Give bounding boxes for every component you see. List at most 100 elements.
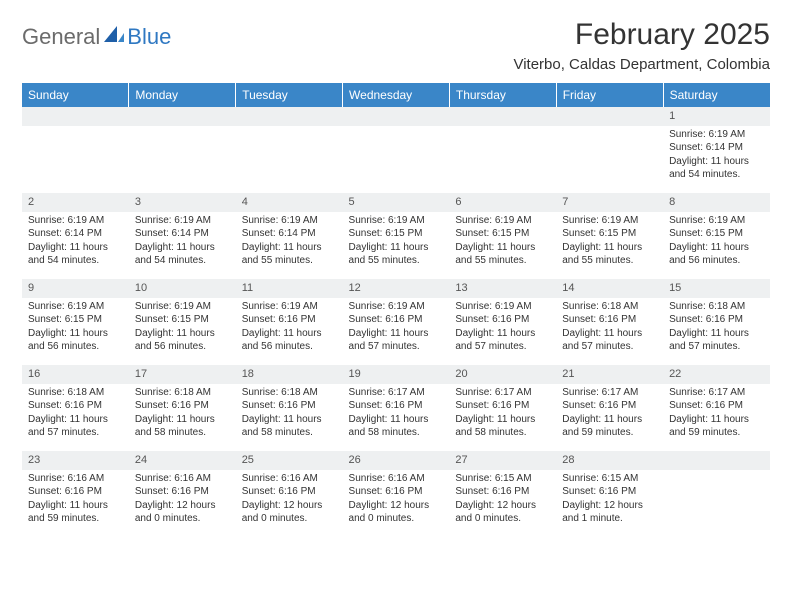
- day-data: Sunrise: 6:19 AMSunset: 6:14 PMDaylight:…: [663, 126, 770, 186]
- calendar-cell: 6Sunrise: 6:19 AMSunset: 6:15 PMDaylight…: [449, 193, 556, 279]
- day-number-band: [129, 107, 236, 126]
- day-data: Sunrise: 6:15 AMSunset: 6:16 PMDaylight:…: [449, 470, 556, 530]
- logo: General Blue: [22, 18, 171, 50]
- daylight-line: Daylight: 11 hours and 57 minutes.: [28, 413, 123, 440]
- day-header: Wednesday: [343, 83, 450, 107]
- calendar-cell: 14Sunrise: 6:18 AMSunset: 6:16 PMDayligh…: [556, 279, 663, 365]
- day-data: Sunrise: 6:17 AMSunset: 6:16 PMDaylight:…: [556, 384, 663, 444]
- day-number-band: [236, 107, 343, 126]
- day-header: Monday: [129, 83, 236, 107]
- sunset-line: Sunset: 6:16 PM: [562, 313, 657, 327]
- daylight-line: Daylight: 11 hours and 55 minutes.: [349, 241, 444, 268]
- sunset-line: Sunset: 6:16 PM: [242, 399, 337, 413]
- day-header: Friday: [556, 83, 663, 107]
- day-data: Sunrise: 6:17 AMSunset: 6:16 PMDaylight:…: [343, 384, 450, 444]
- day-data: Sunrise: 6:19 AMSunset: 6:14 PMDaylight:…: [129, 212, 236, 272]
- daylight-line: Daylight: 11 hours and 58 minutes.: [242, 413, 337, 440]
- day-header: Saturday: [663, 83, 770, 107]
- calendar-head: SundayMondayTuesdayWednesdayThursdayFrid…: [22, 83, 770, 107]
- sunrise-line: Sunrise: 6:19 AM: [242, 300, 337, 314]
- day-data: Sunrise: 6:16 AMSunset: 6:16 PMDaylight:…: [22, 470, 129, 530]
- day-number-band: 9: [22, 279, 129, 298]
- calendar-cell: [343, 107, 450, 193]
- calendar-cell: 3Sunrise: 6:19 AMSunset: 6:14 PMDaylight…: [129, 193, 236, 279]
- daylight-line: Daylight: 11 hours and 56 minutes.: [28, 327, 123, 354]
- day-number-band: [663, 451, 770, 470]
- calendar-cell: 1Sunrise: 6:19 AMSunset: 6:14 PMDaylight…: [663, 107, 770, 193]
- calendar-cell: 22Sunrise: 6:17 AMSunset: 6:16 PMDayligh…: [663, 365, 770, 451]
- sunrise-line: Sunrise: 6:19 AM: [28, 214, 123, 228]
- day-data: Sunrise: 6:15 AMSunset: 6:16 PMDaylight:…: [556, 470, 663, 530]
- calendar-row: 9Sunrise: 6:19 AMSunset: 6:15 PMDaylight…: [22, 279, 770, 365]
- daylight-line: Daylight: 12 hours and 0 minutes.: [349, 499, 444, 526]
- day-data: Sunrise: 6:19 AMSunset: 6:14 PMDaylight:…: [22, 212, 129, 272]
- daylight-line: Daylight: 11 hours and 57 minutes.: [455, 327, 550, 354]
- calendar-row: 2Sunrise: 6:19 AMSunset: 6:14 PMDaylight…: [22, 193, 770, 279]
- day-number-band: [556, 107, 663, 126]
- day-number-band: [449, 107, 556, 126]
- day-number-band: 3: [129, 193, 236, 212]
- calendar-cell: 25Sunrise: 6:16 AMSunset: 6:16 PMDayligh…: [236, 451, 343, 537]
- calendar-cell: 26Sunrise: 6:16 AMSunset: 6:16 PMDayligh…: [343, 451, 450, 537]
- calendar-cell: 28Sunrise: 6:15 AMSunset: 6:16 PMDayligh…: [556, 451, 663, 537]
- daylight-line: Daylight: 12 hours and 0 minutes.: [242, 499, 337, 526]
- day-data: Sunrise: 6:19 AMSunset: 6:16 PMDaylight:…: [236, 298, 343, 358]
- daylight-line: Daylight: 11 hours and 56 minutes.: [242, 327, 337, 354]
- calendar-cell: 2Sunrise: 6:19 AMSunset: 6:14 PMDaylight…: [22, 193, 129, 279]
- daylight-line: Daylight: 11 hours and 55 minutes.: [562, 241, 657, 268]
- daylight-line: Daylight: 11 hours and 55 minutes.: [455, 241, 550, 268]
- daylight-line: Daylight: 11 hours and 58 minutes.: [455, 413, 550, 440]
- day-number-band: 15: [663, 279, 770, 298]
- calendar-cell: 18Sunrise: 6:18 AMSunset: 6:16 PMDayligh…: [236, 365, 343, 451]
- day-header: Thursday: [449, 83, 556, 107]
- sunrise-line: Sunrise: 6:19 AM: [349, 214, 444, 228]
- day-data: Sunrise: 6:17 AMSunset: 6:16 PMDaylight:…: [449, 384, 556, 444]
- calendar-body: 1Sunrise: 6:19 AMSunset: 6:14 PMDaylight…: [22, 107, 770, 537]
- sunrise-line: Sunrise: 6:18 AM: [562, 300, 657, 314]
- sunrise-line: Sunrise: 6:19 AM: [242, 214, 337, 228]
- sunrise-line: Sunrise: 6:19 AM: [669, 128, 764, 142]
- daylight-line: Daylight: 11 hours and 56 minutes.: [135, 327, 230, 354]
- sunrise-line: Sunrise: 6:16 AM: [135, 472, 230, 486]
- day-number-band: 10: [129, 279, 236, 298]
- day-number-band: 12: [343, 279, 450, 298]
- day-number-band: 7: [556, 193, 663, 212]
- day-number-band: 6: [449, 193, 556, 212]
- day-data: Sunrise: 6:16 AMSunset: 6:16 PMDaylight:…: [236, 470, 343, 530]
- day-data: Sunrise: 6:18 AMSunset: 6:16 PMDaylight:…: [556, 298, 663, 358]
- sunset-line: Sunset: 6:16 PM: [455, 399, 550, 413]
- sunrise-line: Sunrise: 6:19 AM: [455, 214, 550, 228]
- sunrise-line: Sunrise: 6:17 AM: [455, 386, 550, 400]
- day-number-band: 13: [449, 279, 556, 298]
- daylight-line: Daylight: 11 hours and 56 minutes.: [669, 241, 764, 268]
- daylight-line: Daylight: 11 hours and 57 minutes.: [349, 327, 444, 354]
- day-header-row: SundayMondayTuesdayWednesdayThursdayFrid…: [22, 83, 770, 107]
- sunset-line: Sunset: 6:16 PM: [455, 485, 550, 499]
- sunset-line: Sunset: 6:16 PM: [349, 313, 444, 327]
- day-data: Sunrise: 6:19 AMSunset: 6:14 PMDaylight:…: [236, 212, 343, 272]
- calendar-row: 16Sunrise: 6:18 AMSunset: 6:16 PMDayligh…: [22, 365, 770, 451]
- day-number-band: 4: [236, 193, 343, 212]
- daylight-line: Daylight: 11 hours and 59 minutes.: [562, 413, 657, 440]
- month-title: February 2025: [513, 18, 770, 52]
- day-number-band: 22: [663, 365, 770, 384]
- title-block: February 2025 Viterbo, Caldas Department…: [513, 18, 770, 73]
- sunrise-line: Sunrise: 6:19 AM: [669, 214, 764, 228]
- day-data: Sunrise: 6:19 AMSunset: 6:15 PMDaylight:…: [22, 298, 129, 358]
- calendar-cell: 5 Sunrise: 6:19 AMSunset: 6:15 PMDaylight…: [343, 193, 450, 279]
- calendar-cell: [129, 107, 236, 193]
- day-data: Sunrise: 6:18 AMSunset: 6:16 PMDaylight:…: [22, 384, 129, 444]
- calendar-cell: 11Sunrise: 6:19 AMSunset: 6:16 PMDayligh…: [236, 279, 343, 365]
- day-header: Sunday: [22, 83, 129, 107]
- calendar-table: SundayMondayTuesdayWednesdayThursdayFrid…: [22, 83, 770, 537]
- sunset-line: Sunset: 6:16 PM: [135, 399, 230, 413]
- day-data: Sunrise: 6:18 AMSunset: 6:16 PMDaylight:…: [129, 384, 236, 444]
- sunrise-line: Sunrise: 6:19 AM: [135, 214, 230, 228]
- sunset-line: Sunset: 6:16 PM: [135, 485, 230, 499]
- day-header: Tuesday: [236, 83, 343, 107]
- daylight-line: Daylight: 12 hours and 1 minute.: [562, 499, 657, 526]
- sunset-line: Sunset: 6:15 PM: [349, 227, 444, 241]
- daylight-line: Daylight: 11 hours and 54 minutes.: [135, 241, 230, 268]
- day-number-band: 5: [343, 193, 450, 212]
- calendar-cell: 20Sunrise: 6:17 AMSunset: 6:16 PMDayligh…: [449, 365, 556, 451]
